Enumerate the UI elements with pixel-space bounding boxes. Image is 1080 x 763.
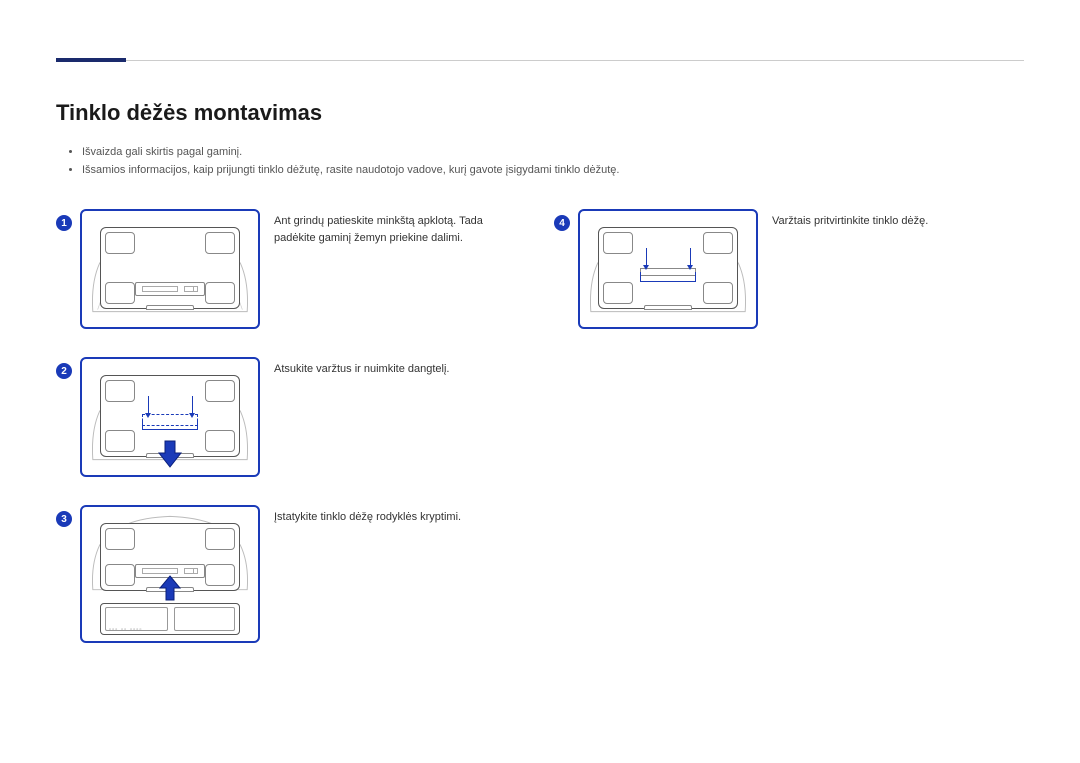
step-thumbnail <box>80 357 260 477</box>
note-item: Išsamios informacijos, kaip prijungti ti… <box>82 162 1024 180</box>
note-item: Išvaizda gali skirtis pagal gaminį. <box>82 144 1024 162</box>
steps-grid: 1 Ant grindų patieskite minkštą apklotą <box>56 209 1024 709</box>
step-description: Atsukite varžtus ir nuimkite dangtelį. <box>274 361 449 378</box>
header-rule <box>56 60 1024 61</box>
step-2: 2 <box>56 357 449 477</box>
step-1: 1 Ant grindų patieskite minkštą apklotą <box>56 209 484 329</box>
page-content: Tinklo dėžės montavimas Išvaizda gali sk… <box>56 100 1024 709</box>
arrow-down-icon <box>157 439 183 469</box>
step-4: 4 Varžtais pritvirtinkite tinklo <box>554 209 928 329</box>
step-description: Įstatykite tinklo dėžę rodyklės kryptimi… <box>274 509 461 526</box>
step-thumbnail <box>578 209 758 329</box>
header-accent-bar <box>56 58 126 62</box>
step-description: Ant grindų patieskite minkštą apklotą. T… <box>274 213 484 246</box>
device-back-panel <box>598 227 738 309</box>
step-number-badge: 3 <box>56 511 72 527</box>
arrow-up-icon <box>158 575 182 601</box>
step-3: 3 <box>56 505 461 643</box>
device-back-panel <box>100 227 240 309</box>
network-box-illustration: ▫▫▫ ▫▫ ▫▫▫▫ <box>100 603 240 635</box>
step-description: Varžtais pritvirtinkite tinklo dėžę. <box>772 213 928 230</box>
page-title: Tinklo dėžės montavimas <box>56 100 1024 126</box>
step-number-badge: 1 <box>56 215 72 231</box>
step-thumbnail: ▫▫▫ ▫▫ ▫▫▫▫ <box>80 505 260 643</box>
notes-list: Išvaizda gali skirtis pagal gaminį. Išsa… <box>72 144 1024 179</box>
step-thumbnail <box>80 209 260 329</box>
step-number-badge: 2 <box>56 363 72 379</box>
step-number-badge: 4 <box>554 215 570 231</box>
